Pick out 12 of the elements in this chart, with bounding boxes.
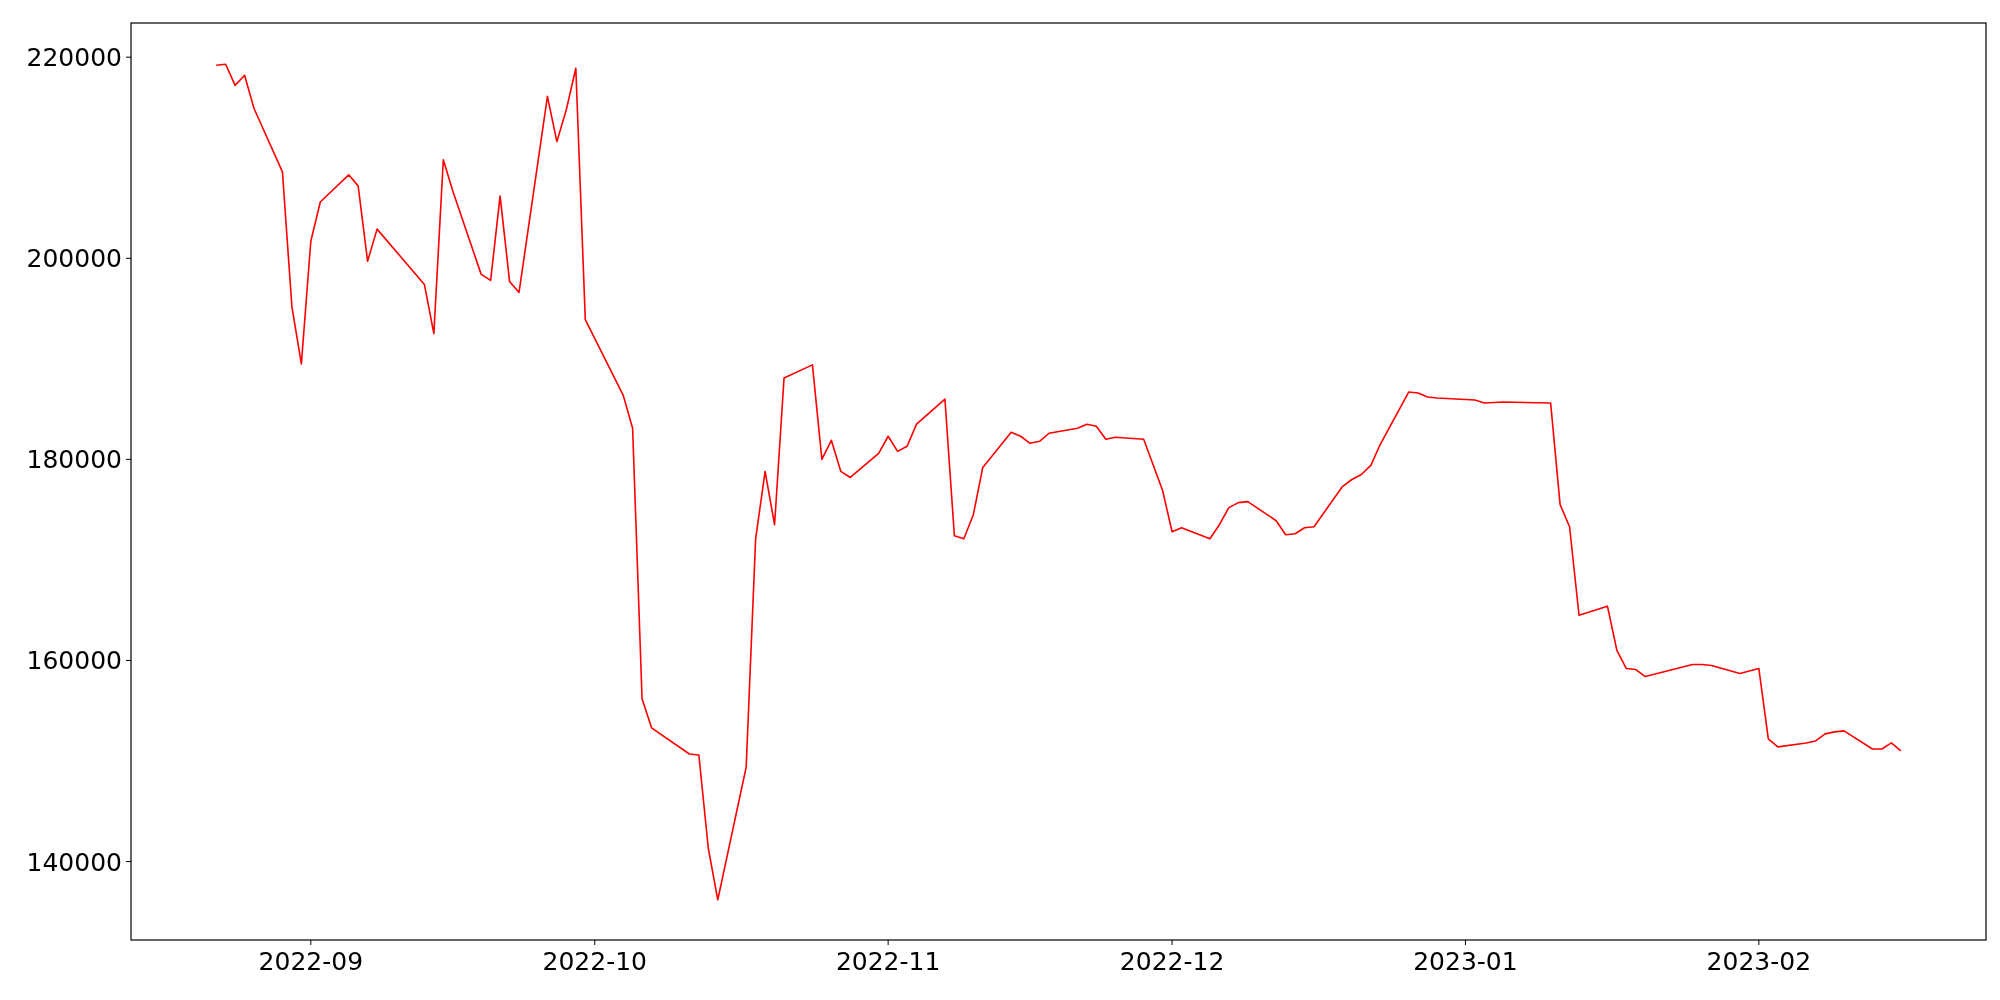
- y-tick-label: 180000: [26, 445, 122, 475]
- x-tick-label: 2022-11: [835, 947, 941, 976]
- y-tick-label: 160000: [26, 646, 122, 676]
- y-tick-label: 200000: [26, 244, 122, 274]
- x-tick-label: 2022-09: [258, 947, 364, 976]
- y-tick-label: 140000: [26, 847, 122, 877]
- y-tick-label: 220000: [26, 43, 122, 73]
- line-series: [215, 63, 1902, 901]
- x-tick-label: 2023-02: [1706, 947, 1812, 976]
- x-tick-label: 2022-12: [1119, 947, 1225, 976]
- x-tick-label: 2022-10: [542, 947, 647, 976]
- x-tick-label: 2023-01: [1413, 947, 1518, 976]
